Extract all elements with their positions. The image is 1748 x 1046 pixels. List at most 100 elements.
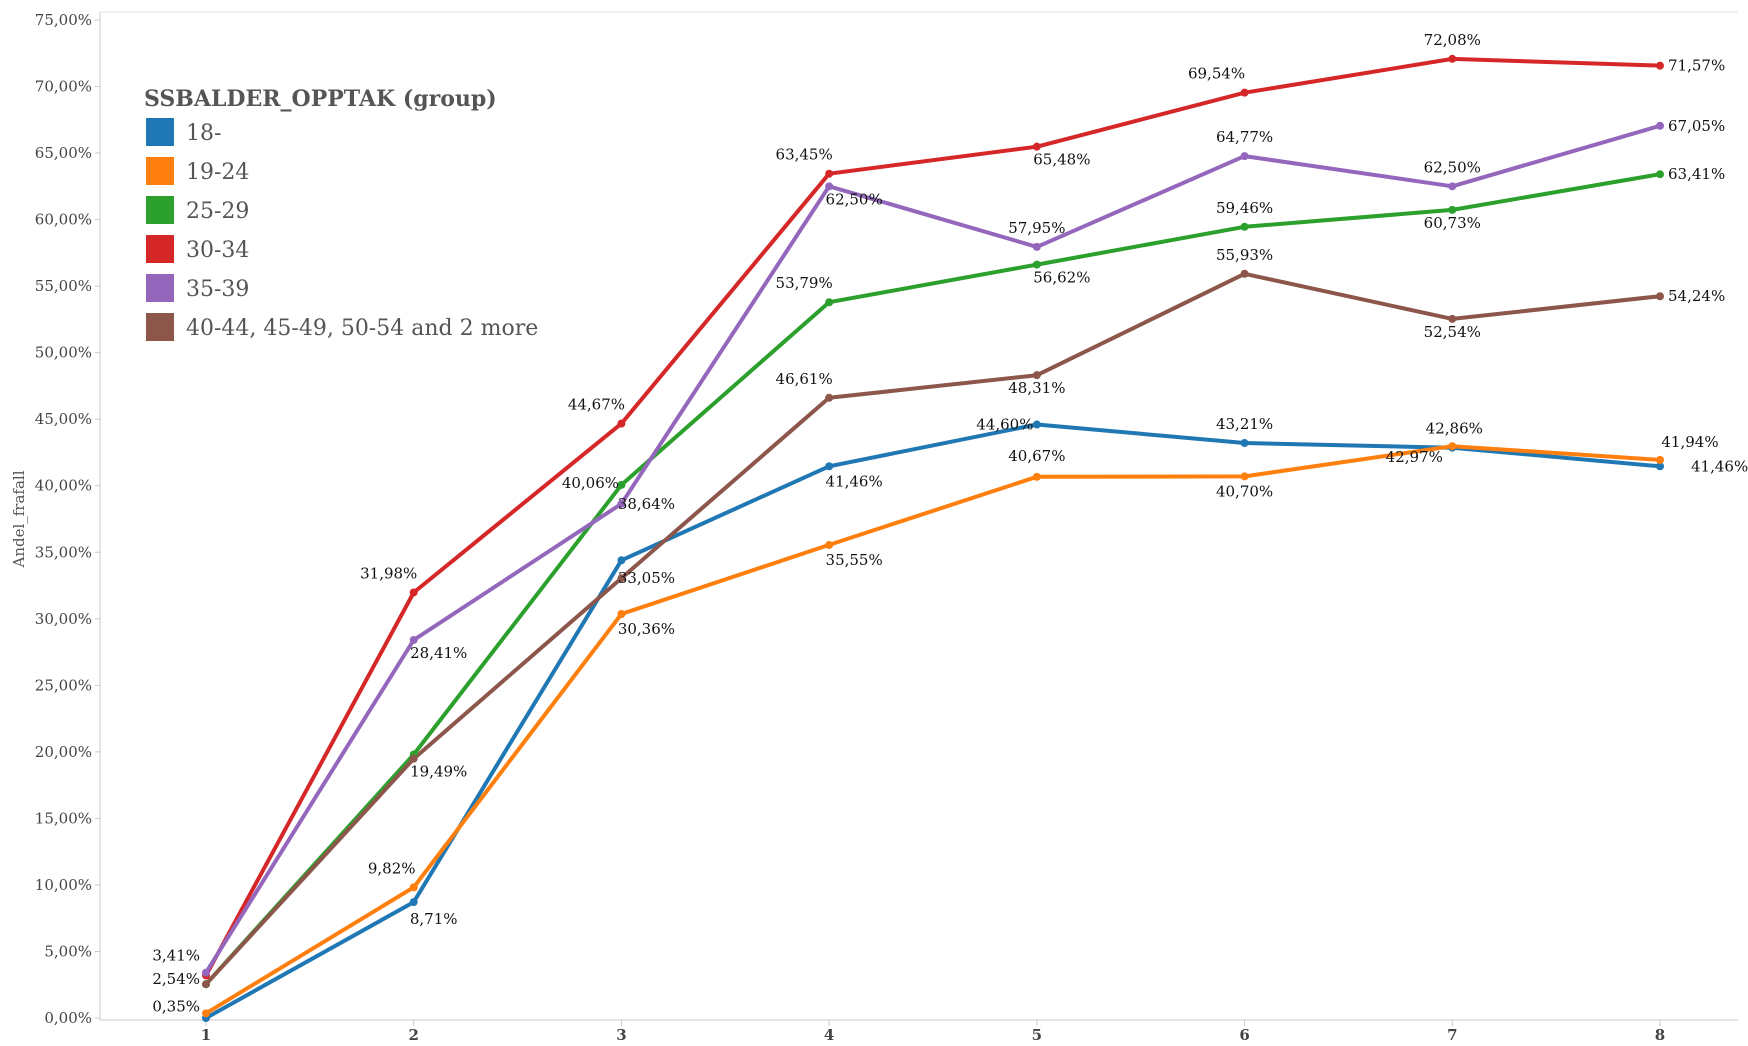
data-point	[617, 556, 626, 565]
data-point	[1656, 462, 1664, 471]
data-label: 67,05%	[1668, 117, 1725, 135]
y-tick-label: 20,00%	[35, 743, 92, 761]
legend-title: SSBALDER_OPPTAK (group)	[144, 86, 497, 112]
data-label: 40,06%	[562, 474, 619, 492]
data-point	[617, 610, 626, 619]
legend-swatch	[146, 196, 174, 224]
data-label: 72,08%	[1424, 31, 1481, 49]
data-point	[1032, 420, 1041, 429]
data-point	[825, 393, 834, 402]
y-tick-label: 65,00%	[35, 144, 92, 162]
data-label: 62,50%	[1424, 158, 1481, 176]
y-tick-label: 15,00%	[35, 809, 92, 827]
data-point	[825, 169, 834, 178]
legend-label: 19-24	[186, 160, 249, 185]
data-point	[409, 588, 418, 597]
data-point	[1448, 54, 1457, 63]
data-point	[202, 1009, 210, 1018]
y-tick-label: 5,00%	[44, 942, 92, 960]
data-label: 38,64%	[618, 495, 675, 513]
legend-label: 35-39	[186, 277, 249, 302]
data-point	[825, 540, 834, 549]
legend-swatch	[146, 274, 174, 302]
series-line	[204, 444, 1661, 1016]
data-label: 35,55%	[826, 551, 883, 569]
x-tick-label: 5	[1032, 1026, 1042, 1042]
data-label: 64,77%	[1216, 128, 1273, 146]
data-label: 43,21%	[1216, 415, 1273, 433]
data-label: 42,86%	[1426, 420, 1483, 438]
legend-swatch	[146, 118, 174, 146]
data-label: 0,35%	[152, 997, 200, 1015]
points-layer	[202, 54, 1664, 1022]
data-point	[617, 574, 626, 583]
data-point	[617, 480, 626, 489]
data-point	[1032, 371, 1041, 380]
data-point	[1032, 472, 1041, 481]
x-tick-label: 6	[1239, 1026, 1249, 1042]
legend-label: 18-	[186, 121, 221, 146]
data-label: 9,82%	[368, 859, 416, 877]
y-tick-label: 75,00%	[35, 11, 92, 29]
legend-swatch	[146, 235, 174, 263]
data-label: 56,62%	[1033, 269, 1090, 287]
y-tick-label: 25,00%	[35, 676, 92, 694]
axes-layer: 0,00% 5,00% 10,00% 15,00% 20,00% 25,00% 30,00%…	[10, 11, 1738, 1044]
x-tick-label: 1	[201, 1026, 211, 1042]
legend: SSBALDER_OPPTAK (group) 18- 19-24 25-29 30-3…	[144, 86, 538, 341]
x-tick-label: 2	[408, 1026, 418, 1042]
data-label: 40,67%	[1008, 447, 1065, 465]
data-label: 44,67%	[568, 396, 625, 414]
data-point	[1448, 442, 1457, 451]
data-point	[409, 883, 418, 892]
legend-swatch	[146, 157, 174, 185]
data-point	[1032, 260, 1041, 269]
data-label: 30,36%	[618, 620, 675, 638]
y-tick-label: 55,00%	[35, 277, 92, 295]
data-label: 57,95%	[1008, 219, 1065, 237]
data-point	[1032, 142, 1041, 151]
data-point	[825, 182, 834, 191]
data-label: 41,46%	[1691, 457, 1748, 475]
series-line	[204, 56, 1661, 977]
legend-swatch	[146, 313, 174, 341]
data-point	[825, 298, 834, 307]
data-label: 60,73%	[1424, 214, 1481, 232]
y-tick-label: 70,00%	[35, 78, 92, 96]
data-label: 54,24%	[1668, 287, 1725, 305]
y-axis-title: Andel_frafall	[10, 470, 28, 568]
data-label: 41,94%	[1661, 433, 1718, 451]
data-point	[617, 499, 626, 508]
data-point	[409, 754, 418, 763]
data-label: 63,45%	[776, 146, 833, 164]
x-tick-label: 4	[824, 1026, 834, 1042]
data-label: 48,31%	[1008, 379, 1065, 397]
data-point	[617, 419, 626, 428]
y-tick-label: 40,00%	[35, 477, 92, 495]
y-tick-label: 50,00%	[35, 344, 92, 362]
legend-label: 30-34	[186, 238, 249, 263]
data-label: 3,41%	[152, 947, 200, 965]
data-label: 55,93%	[1216, 246, 1273, 264]
data-point	[1240, 88, 1249, 97]
data-label: 44,60%	[976, 416, 1033, 434]
data-label: 33,05%	[618, 569, 675, 587]
data-point	[1032, 242, 1041, 251]
series-line	[205, 422, 1661, 1020]
x-tick-label: 3	[616, 1026, 626, 1042]
data-label: 41,46%	[826, 472, 883, 490]
series-line	[204, 172, 1661, 986]
data-label: 31,98%	[360, 564, 417, 582]
data-label: 40,70%	[1216, 482, 1273, 500]
data-point	[1240, 152, 1249, 161]
data-point	[1448, 182, 1457, 191]
data-label: 42,97%	[1386, 448, 1443, 466]
x-tick-label: 8	[1655, 1026, 1665, 1042]
legend-label: 25-29	[186, 199, 249, 224]
data-point	[1240, 439, 1249, 448]
data-point	[1240, 472, 1249, 481]
y-tick-label: 35,00%	[35, 543, 92, 561]
data-point	[1240, 269, 1249, 278]
series-line	[204, 123, 1661, 974]
